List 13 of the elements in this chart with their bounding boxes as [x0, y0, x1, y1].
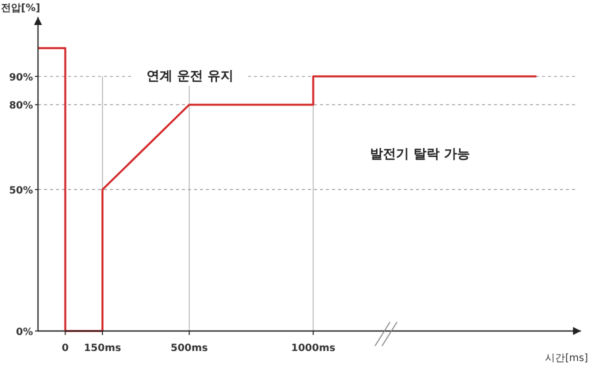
x-axis-title: 시간[ms] [545, 353, 588, 364]
y-tick-label: 80% [9, 100, 33, 112]
x-tick-label: 0 [62, 343, 69, 354]
x-tick-label: 150ms [84, 343, 122, 354]
y-tick-label: 50% [9, 186, 33, 197]
annotation: 발전기 탈락 가능 [370, 147, 470, 162]
x-tick-label: 500ms [170, 343, 208, 354]
annotation: 연계 운전 유지 [146, 69, 234, 84]
y-tick-label: 0% [16, 327, 33, 338]
y-tick-label: 90% [9, 72, 33, 84]
x-tick-label: 1000ms [291, 343, 336, 354]
line-series [37, 47, 538, 332]
y-axis-title: 전압[%] [1, 3, 40, 14]
